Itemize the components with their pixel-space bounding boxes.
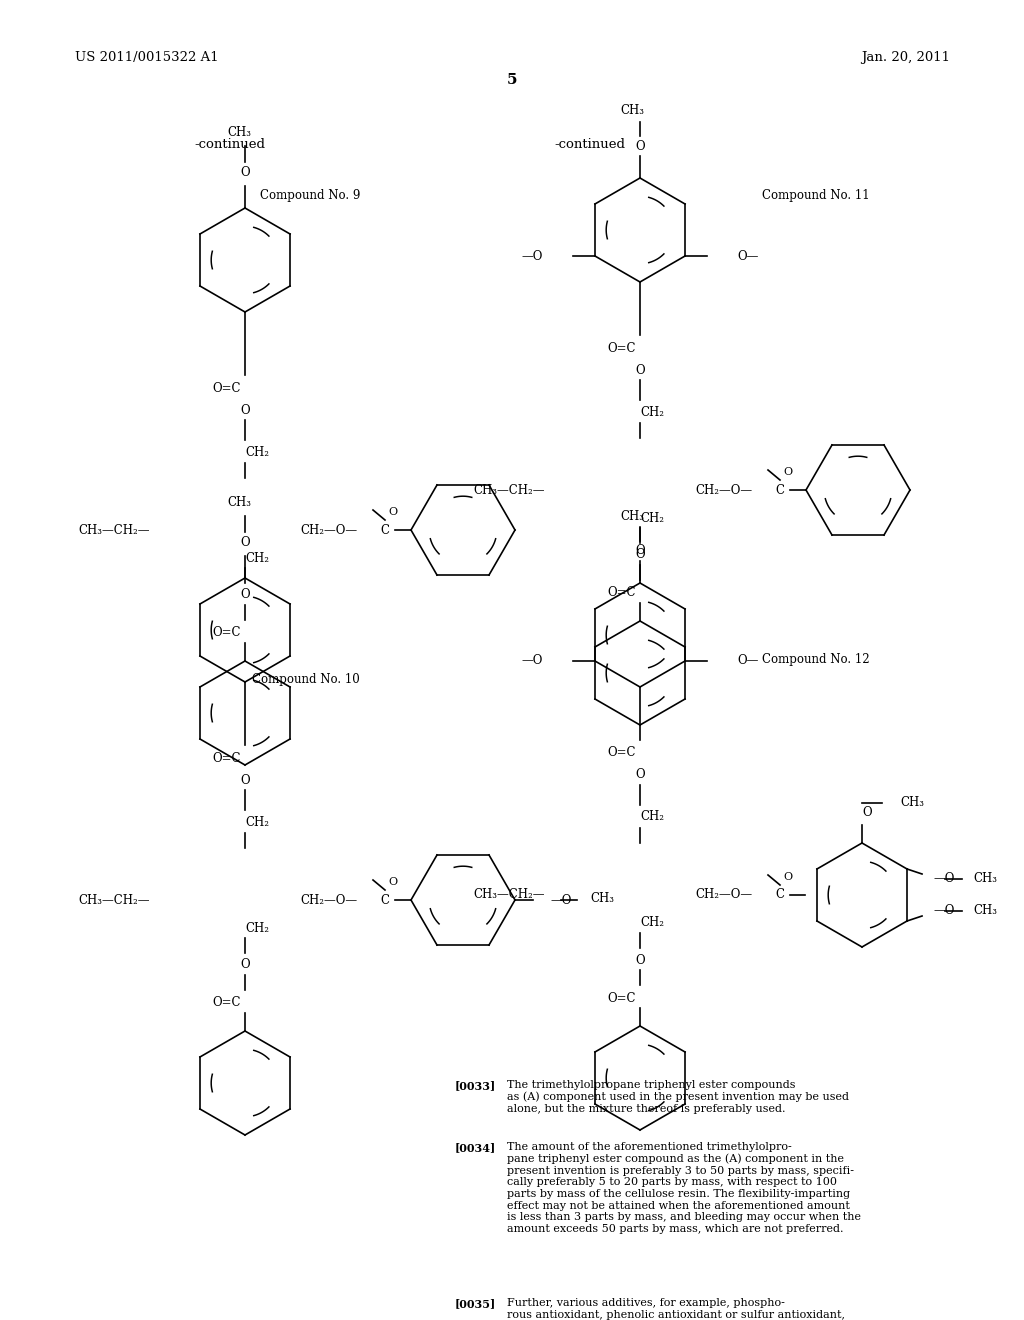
Text: [0035]: [0035]: [455, 1298, 497, 1309]
Text: CH₃: CH₃: [973, 873, 997, 886]
Text: —O: —O: [933, 873, 954, 886]
Text: CH₂: CH₂: [245, 921, 269, 935]
Text: CH₂: CH₂: [245, 816, 269, 829]
Text: Compound No. 12: Compound No. 12: [763, 653, 870, 667]
Text: CH₃—CH₂—: CH₃—CH₂—: [79, 894, 150, 907]
Text: CH₃: CH₃: [900, 796, 924, 809]
Text: C: C: [775, 483, 784, 496]
Text: O—: O—: [737, 655, 759, 668]
Text: O: O: [635, 140, 645, 153]
Text: O=C: O=C: [213, 381, 242, 395]
Text: CH₂—O—: CH₂—O—: [300, 524, 357, 536]
Text: CH₃: CH₃: [620, 104, 644, 117]
Text: —O: —O: [550, 894, 571, 907]
Text: [0033]: [0033]: [455, 1080, 497, 1092]
Text: O: O: [783, 873, 793, 882]
Text: -continued: -continued: [195, 139, 265, 152]
Text: CH₂: CH₂: [245, 552, 269, 565]
Text: O: O: [388, 507, 397, 517]
Text: O: O: [241, 589, 250, 602]
Text: CH₃: CH₃: [620, 510, 644, 523]
Text: O: O: [241, 404, 250, 417]
Text: CH₂: CH₂: [640, 916, 664, 929]
Text: [0034]: [0034]: [455, 1142, 497, 1152]
Text: O=C: O=C: [608, 991, 636, 1005]
Text: US 2011/0015322 A1: US 2011/0015322 A1: [75, 51, 219, 65]
Text: CH₃: CH₃: [973, 904, 997, 917]
Text: O: O: [862, 807, 871, 820]
Text: CH₃: CH₃: [227, 496, 251, 510]
Text: O: O: [388, 876, 397, 887]
Text: —O: —O: [521, 655, 543, 668]
Text: Compound No. 11: Compound No. 11: [763, 189, 870, 202]
Text: CH₂: CH₂: [640, 405, 664, 418]
Text: CH₂: CH₂: [245, 446, 269, 458]
Text: O: O: [241, 166, 250, 180]
Text: O: O: [635, 953, 645, 966]
Text: O—: O—: [737, 249, 759, 263]
Text: CH₂: CH₂: [640, 511, 664, 524]
Text: O: O: [241, 536, 250, 549]
Text: C: C: [381, 894, 389, 907]
Text: CH₃—CH₂—: CH₃—CH₂—: [79, 524, 150, 536]
Text: CH₂—O—: CH₂—O—: [695, 483, 752, 496]
Text: CH₃—CH₂—: CH₃—CH₂—: [473, 888, 545, 902]
Text: O=C: O=C: [213, 997, 242, 1010]
Text: Jan. 20, 2011: Jan. 20, 2011: [861, 51, 950, 65]
Text: —O: —O: [933, 904, 954, 917]
Text: CH₃—CH₂—: CH₃—CH₂—: [473, 483, 545, 496]
Text: C: C: [775, 888, 784, 902]
Text: O: O: [241, 774, 250, 787]
Text: CH₂—O—: CH₂—O—: [300, 894, 357, 907]
Text: C: C: [381, 524, 389, 536]
Text: O: O: [783, 467, 793, 477]
Text: The amount of the aforementioned trimethylolpro-
pane triphenyl ester compound a: The amount of the aforementioned trimeth…: [507, 1142, 861, 1234]
Text: O=C: O=C: [213, 751, 242, 764]
Text: O: O: [635, 363, 645, 376]
Text: —O: —O: [521, 249, 543, 263]
Text: O=C: O=C: [608, 747, 636, 759]
Text: Compound No. 9: Compound No. 9: [260, 189, 360, 202]
Text: O=C: O=C: [213, 627, 242, 639]
Text: O=C: O=C: [608, 586, 636, 599]
Text: Compound No. 10: Compound No. 10: [252, 673, 360, 686]
Text: O=C: O=C: [608, 342, 636, 355]
Text: O: O: [635, 549, 645, 561]
Text: CH₂—O—: CH₂—O—: [695, 888, 752, 902]
Text: CH₃: CH₃: [590, 891, 614, 904]
Text: CH₂: CH₂: [640, 810, 664, 824]
Text: 5: 5: [507, 73, 517, 87]
Text: Further, various additives, for example, phospho-
rous antioxidant, phenolic ant: Further, various additives, for example,…: [507, 1298, 845, 1320]
Text: O: O: [241, 958, 250, 972]
Text: -continued: -continued: [555, 139, 626, 152]
Text: O: O: [635, 544, 645, 557]
Text: The trimethylolpropane triphenyl ester compounds
as (A) component used in the pr: The trimethylolpropane triphenyl ester c…: [507, 1080, 849, 1114]
Text: CH₃: CH₃: [227, 127, 251, 140]
Text: O: O: [635, 768, 645, 781]
